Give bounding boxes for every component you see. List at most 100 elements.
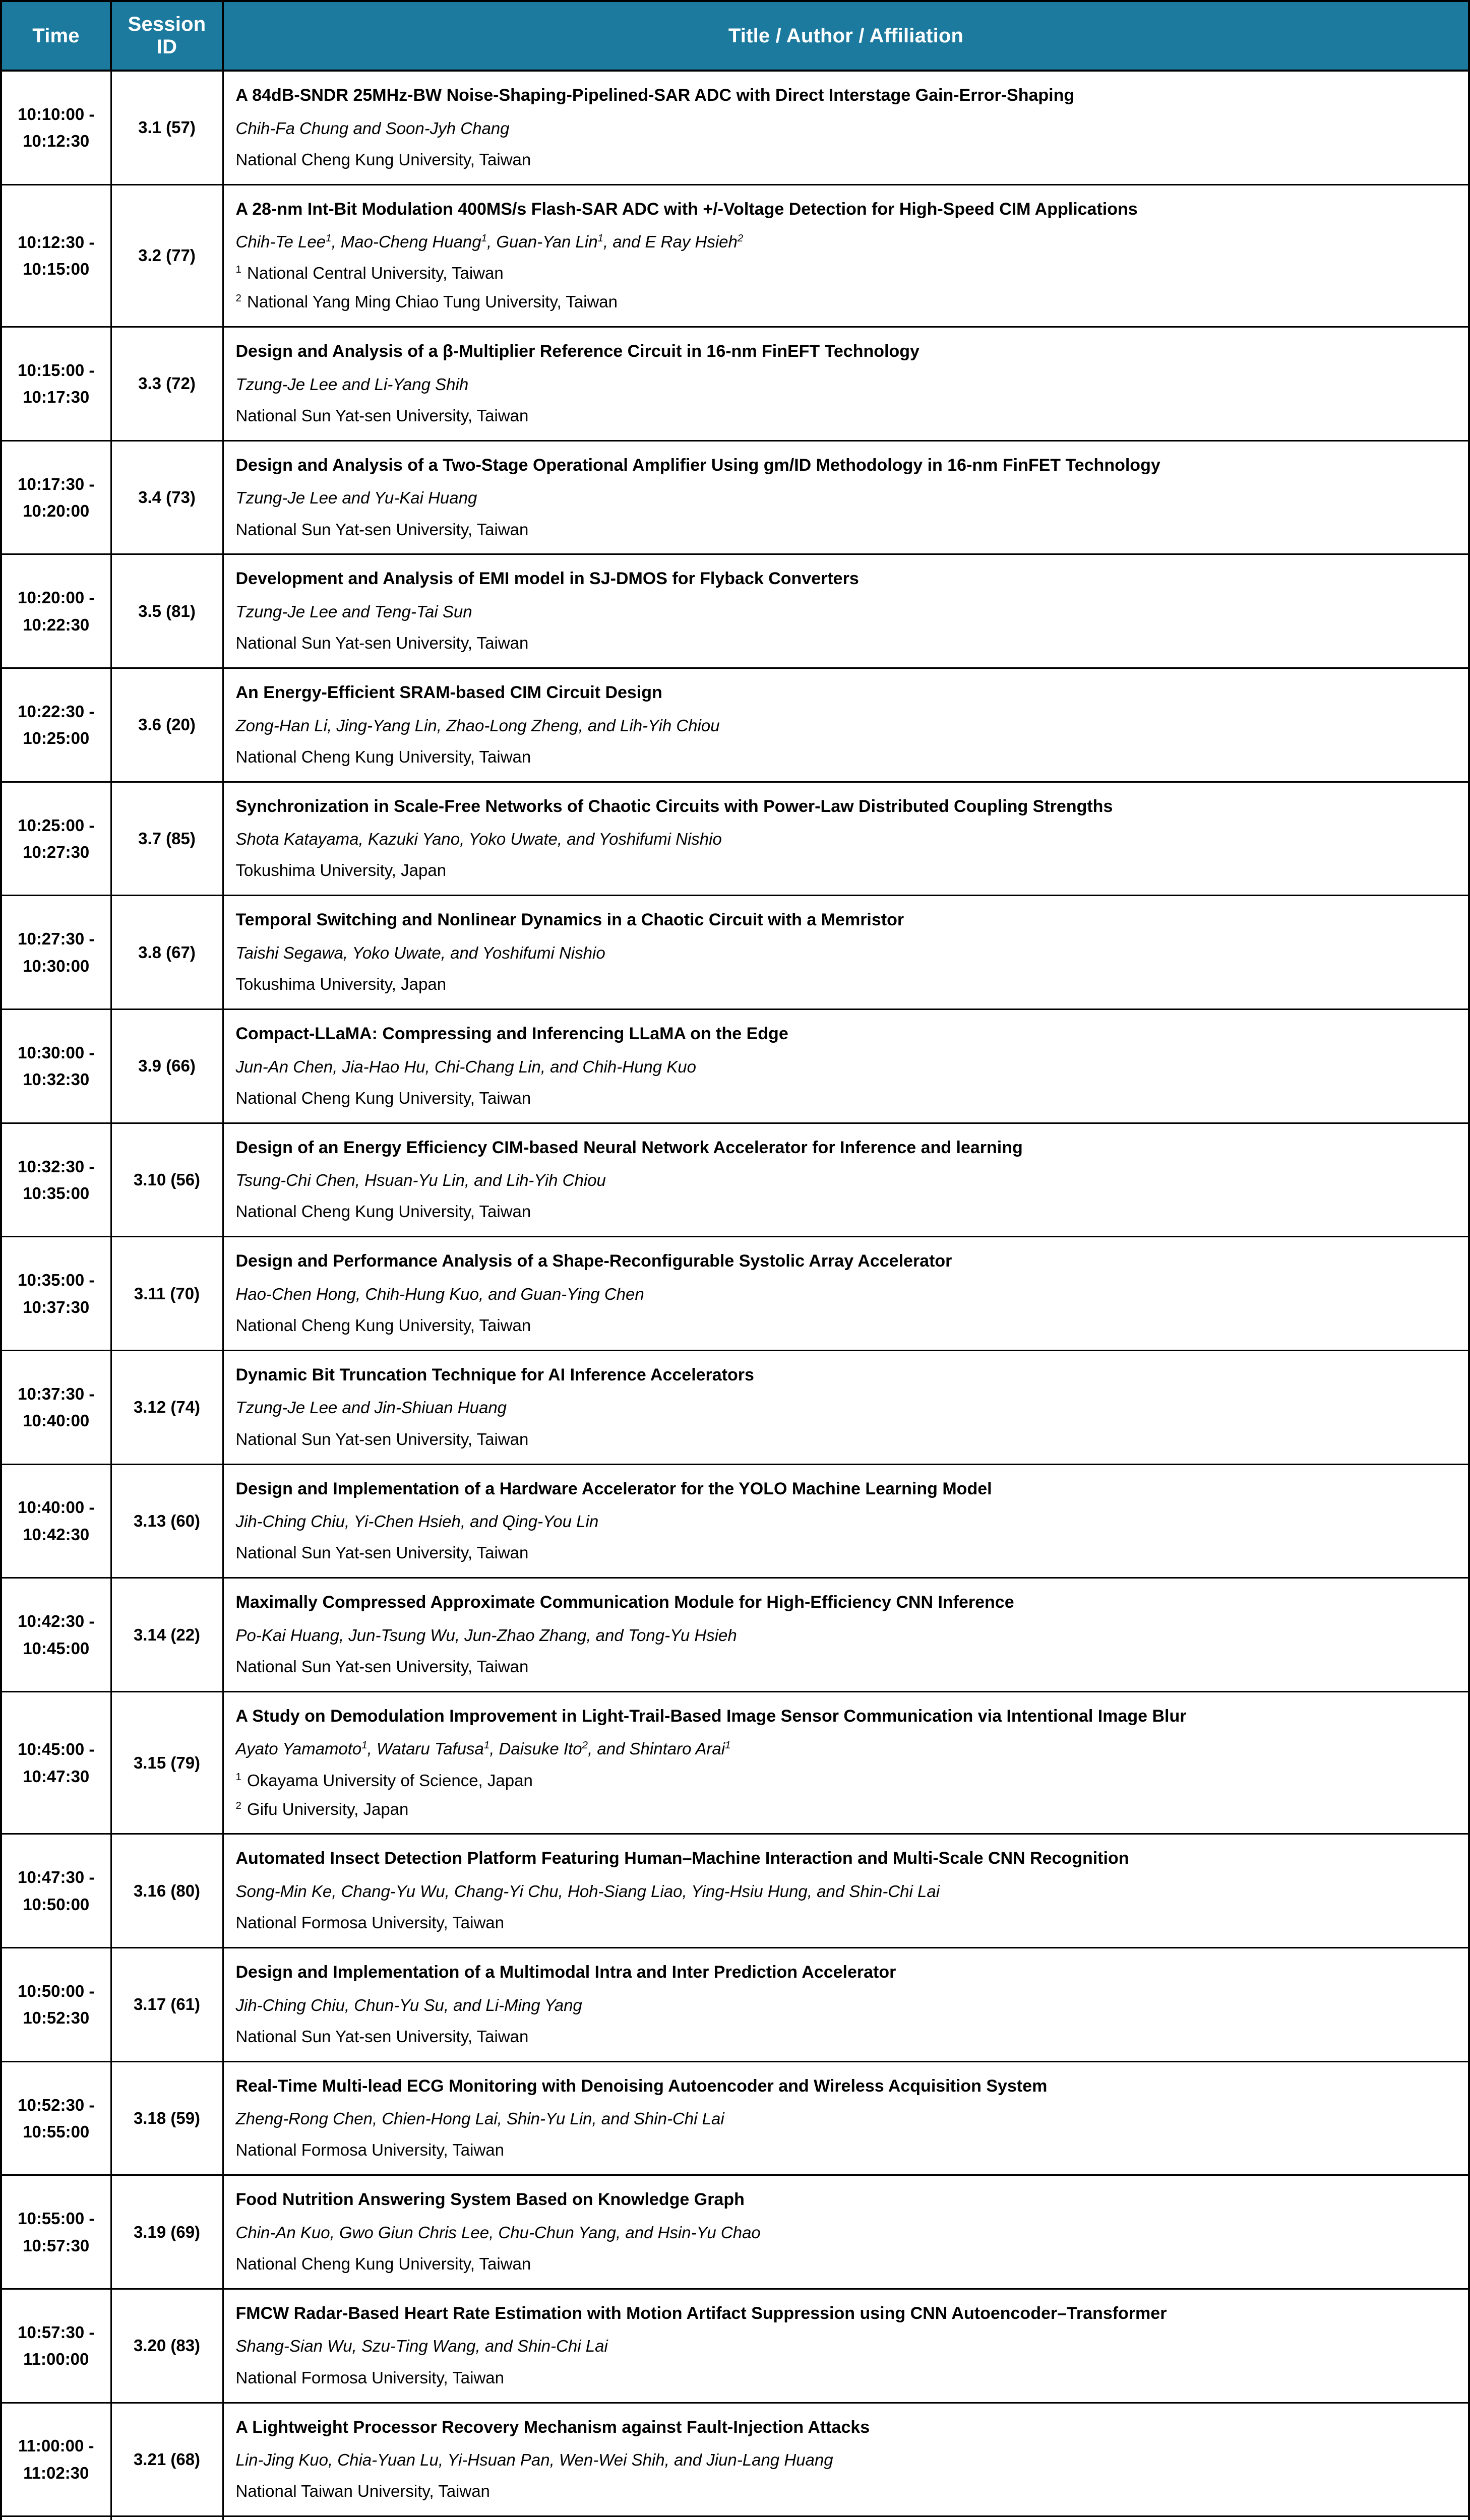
paper-authors: Jun-An Chen, Jia-Hao Hu, Chi-Chang Lin, … (235, 1057, 697, 1076)
paper-affiliation: National Sun Yat-sen University, Taiwan (235, 634, 529, 653)
paper-authors: Lin-Jing Kuo, Chia-Yuan Lu, Yi-Hsuan Pan… (235, 2450, 833, 2470)
paper-affiliation-list: National Cheng Kung University, Taiwan (236, 149, 1455, 171)
paper-affiliation-list: National Cheng Kung University, Taiwan (236, 1315, 1455, 1337)
table-header: Time Session ID Title / Author / Affilia… (0, 0, 1470, 72)
table-row: 10:27:30 - 10:30:00 3.8 (67) Temporal Switc… (0, 895, 1470, 1011)
paper-entry-cell: Design and Implementation of a Multimoda… (222, 1947, 1470, 2062)
paper-title: A 28-nm Int-Bit Modulation 400MS/s Flash… (235, 199, 1138, 219)
session-id-cell: 3.10 (56) (110, 1122, 224, 1238)
table-row: 10:30:00 - 10:32:30 3.9 (66) Compact-LLaMA:… (0, 1009, 1470, 1124)
session-time-end: 10:17:30 (23, 388, 90, 407)
paper-authors: Chih-Te Lee1, Mao-Cheng Huang1, Guan-Yan… (235, 232, 744, 251)
session-time-start: 10:50:00 - (18, 1981, 95, 2000)
session-time-end: 10:42:30 (23, 1525, 90, 1544)
session-time-cell: 10:27:30 - 10:30:00 (0, 895, 112, 1011)
table-row: 10:17:30 - 10:20:00 3.4 (73) Design and Ana… (0, 439, 1470, 555)
session-time-start: 10:17:30 - (18, 474, 95, 493)
session-id-cell: 3.6 (20) (110, 667, 224, 783)
paper-title: Design and Performance Analysis of a Sha… (235, 1251, 952, 1271)
paper-affiliation: Tokushima University, Japan (235, 861, 447, 880)
paper-title: Development and Analysis of EMI model in… (235, 569, 859, 589)
session-time-cell: 10:15:00 - 10:17:30 (0, 326, 112, 442)
table-row: 10:55:00 - 10:57:30 3.19 (69) Food Nutritio… (0, 2174, 1470, 2290)
session-time-start: 10:27:30 - (18, 929, 95, 949)
paper-title: Design of an Energy Efficiency CIM-based… (235, 1138, 1023, 1157)
session-time-start: 10:42:30 - (18, 1612, 95, 1631)
paper-affiliation: National Sun Yat-sen University, Taiwan (235, 2027, 529, 2046)
session-time-start: 10:10:00 - (18, 104, 95, 123)
session-time-cell: 10:25:00 - 10:27:30 (0, 781, 112, 897)
paper-entry-cell: Compact-LLaMA: Compressing and Inferenci… (222, 1009, 1470, 1124)
session-time-cell: 10:45:00 - 10:47:30 (0, 1690, 112, 1835)
table-row: 11:00:00 - 11:02:30 3.21 (68) A Lightweight… (0, 2402, 1470, 2517)
paper-authors: Jih-Ching Chiu, Yi-Chen Hsieh, and Qing-… (235, 1512, 599, 1531)
session-id-cell: 3.13 (60) (110, 1463, 224, 1579)
session-time-end: 10:40:00 (23, 1411, 90, 1430)
session-time-start: 10:20:00 - (18, 588, 95, 607)
session-id-cell: 3.3 (72) (110, 326, 224, 442)
paper-affiliation-list: National Cheng Kung University, Taiwan (236, 1201, 1455, 1223)
column-header-time: Time (0, 0, 112, 72)
paper-entry-cell: A Lightweight Processor Recovery Mechani… (222, 2402, 1470, 2517)
session-time-end: 10:25:00 (23, 729, 90, 748)
session-time-start: 10:45:00 - (18, 1740, 95, 1759)
session-id-cell: 3.19 (69) (110, 2174, 224, 2290)
session-id-cell: 3.16 (80) (110, 1833, 224, 1949)
session-id-cell: 3.7 (85) (110, 781, 224, 897)
table-row: 10:35:00 - 10:37:30 3.11 (70) Design and Pe… (0, 1236, 1470, 1351)
session-id-cell: 3.22 (51) (110, 2515, 224, 2520)
session-time-end: 10:20:00 (23, 501, 90, 521)
session-time-end: 10:30:00 (23, 956, 90, 975)
session-time-cell: 10:55:00 - 10:57:30 (0, 2174, 112, 2290)
paper-title: A Lightweight Processor Recovery Mechani… (235, 2417, 870, 2437)
session-time-cell: 10:35:00 - 10:37:30 (0, 1236, 112, 1351)
paper-authors: Song-Min Ke, Chang-Yu Wu, Chang-Yi Chu, … (235, 1881, 940, 1901)
session-time-end: 10:55:00 (23, 2122, 90, 2141)
paper-entry-cell: Dynamic Bit Truncation Technique for AI … (222, 1349, 1470, 1465)
session-time-cell: 10:40:00 - 10:42:30 (0, 1463, 112, 1579)
table-row: 10:50:00 - 10:52:30 3.17 (61) Design and Im… (0, 1947, 1470, 2062)
session-time-end: 10:12:30 (23, 132, 90, 151)
paper-affiliation-list: National Cheng Kung University, Taiwan (236, 2253, 1455, 2275)
paper-title: FMCW Radar-Based Heart Rate Estimation w… (235, 2303, 1167, 2323)
paper-entry-cell: Design and Analysis of a Two-Stage Opera… (222, 439, 1470, 555)
paper-affiliation: National Sun Yat-sen University, Taiwan (235, 1429, 529, 1448)
paper-affiliation-list: National Formosa University, Taiwan (236, 2367, 1455, 2389)
table-row: 10:12:30 - 10:15:00 3.2 (77) A 28-nm Int-Bi… (0, 183, 1470, 328)
table-row: 11:02:30 -11:05:003.22 (51)Cyclic Time-t… (0, 2515, 1470, 2520)
session-time-start: 10:52:30 - (18, 2095, 95, 2114)
paper-affiliation: National Formosa University, Taiwan (235, 2368, 504, 2387)
session-id-cell: 3.4 (73) (110, 439, 224, 555)
paper-entry-cell: Food Nutrition Answering System Based on… (222, 2174, 1470, 2290)
paper-title: Synchronization in Scale-Free Networks o… (235, 796, 1113, 816)
paper-title: Design and Implementation of a Multimoda… (235, 1963, 896, 1982)
paper-title: A 84dB-SNDR 25MHz-BW Noise-Shaping-Pipel… (235, 86, 1075, 105)
header-row: Time Session ID Title / Author / Affilia… (0, 0, 1470, 72)
session-time-end: 10:45:00 (23, 1639, 90, 1658)
paper-affiliation: National Cheng Kung University, Taiwan (235, 747, 531, 766)
paper-authors: Shang-Sian Wu, Szu-Ting Wang, and Shin-C… (235, 2337, 608, 2356)
paper-affiliation-list: National Cheng Kung University, Taiwan (236, 746, 1455, 768)
paper-affiliation: National Formosa University, Taiwan (235, 1913, 504, 1932)
paper-authors: Ayato Yamamoto1, Wataru Tafusa1, Daisuke… (235, 1739, 731, 1758)
paper-entry-cell: Design and Performance Analysis of a Sha… (222, 1236, 1470, 1351)
session-time-cell: 10:17:30 - 10:20:00 (0, 439, 112, 555)
paper-affiliation-list: 1 National Central University, Taiwan 2 N… (236, 263, 1455, 313)
paper-entry-cell: FMCW Radar-Based Heart Rate Estimation w… (222, 2288, 1470, 2404)
session-time-start: 10:15:00 - (18, 361, 95, 380)
session-time-end: 11:00:00 (23, 2350, 89, 2369)
session-time-start: 11:00:00 - (18, 2436, 94, 2455)
session-id-cell: 3.8 (67) (110, 895, 224, 1011)
session-time-end: 10:47:30 (23, 1767, 90, 1786)
session-time-cell: 10:50:00 - 10:52:30 (0, 1947, 112, 2062)
paper-title: Maximally Compressed Approximate Communi… (235, 1593, 1014, 1612)
table-row: 10:32:30 - 10:35:00 3.10 (56) Design of an … (0, 1122, 1470, 1238)
paper-affiliation: 2 Gifu University, Japan (235, 1799, 409, 1818)
session-time-cell: 10:52:30 - 10:55:00 (0, 2060, 112, 2176)
session-time-start: 10:57:30 - (18, 2322, 95, 2342)
session-time-start: 10:22:30 - (18, 702, 95, 721)
table-row: 10:47:30 - 10:50:00 3.16 (80) Automated Ins… (0, 1833, 1470, 1949)
column-header-title: Title / Author / Affiliation (222, 0, 1470, 72)
paper-affiliation: Tokushima University, Japan (235, 975, 447, 994)
paper-affiliation-list: National Formosa University, Taiwan (236, 2139, 1455, 2161)
